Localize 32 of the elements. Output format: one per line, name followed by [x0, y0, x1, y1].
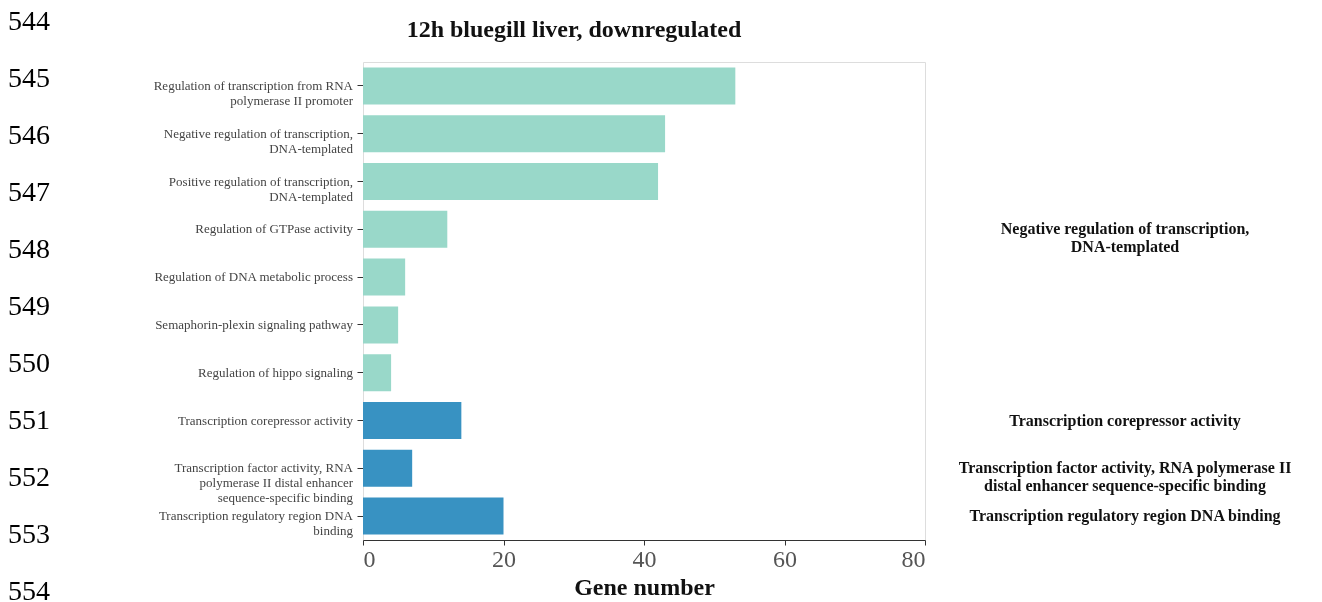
x-tick-label: 60 — [773, 545, 797, 572]
y-tick-label: Regulation of transcription from RNA polymerase II promoter — [153, 77, 354, 108]
text: Transcription regulatory region DNA binding — [969, 507, 1281, 526]
y-tick-label: Regulation of hippo signaling — [198, 364, 354, 380]
y-tick-label: Positive regulation of transcription, DNA-templated — [168, 173, 354, 204]
x-tick-label: 80 — [901, 545, 926, 572]
x-tick-label: 40 — [632, 545, 657, 572]
text: 545 — [8, 62, 50, 93]
y-tick-label: Regulation of DNA metabolic process — [154, 269, 353, 285]
text: Transcription corepressor activity — [1009, 411, 1241, 430]
y-tick-label: Transcription regulatory region DNA binding — [158, 508, 354, 539]
text: 546 — [8, 119, 50, 150]
y-tick-label: Transcription factor activity, RNA polymerase II distal enhancer sequence-specific binding — [174, 460, 354, 506]
text: Transcription factor activity, RNA polymerase II distal enhancer sequence-specific binding — [958, 459, 1292, 496]
text: 552 — [8, 461, 50, 492]
text: 548 — [8, 233, 50, 264]
text: 544 — [8, 5, 50, 36]
text: 554 — [8, 575, 50, 602]
text: 547 — [8, 176, 50, 207]
y-tick-label: Negative regulation of transcription, DNA-templated — [163, 125, 354, 156]
y-tick-label: Regulation of GTPase activity — [195, 221, 354, 237]
text: 550 — [8, 347, 50, 378]
chart-title: 12h bluegill liver, downregulated — [406, 16, 742, 42]
x-tick-label: 20 — [492, 545, 516, 572]
x-tick-label: 0 — [363, 545, 376, 572]
text: 551 — [8, 404, 50, 435]
y-tick-label: Transcription corepressor activity — [178, 412, 354, 428]
y-tick-label: Semaphorin-plexin signaling pathway — [155, 316, 354, 332]
text: 549 — [8, 290, 50, 321]
text: 553 — [8, 518, 50, 549]
x-axis-title: Gene number — [574, 573, 716, 600]
text: Negative regulation of transcription, DNA-templated — [1000, 220, 1250, 257]
